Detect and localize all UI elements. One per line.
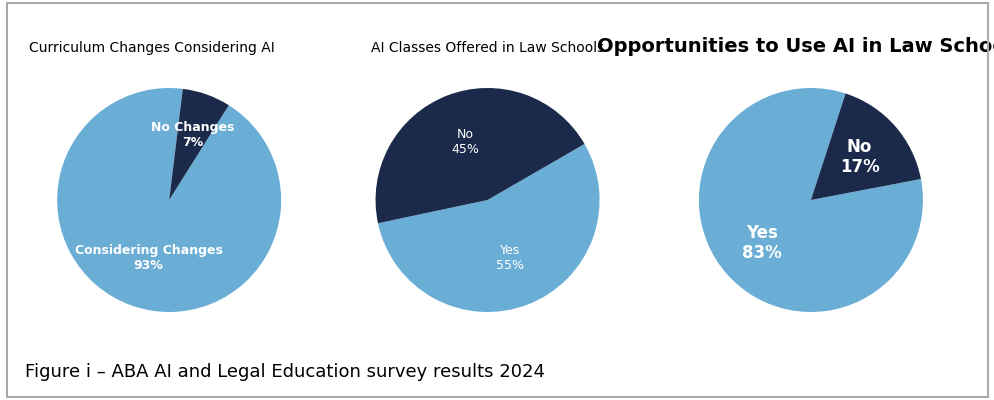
Text: Curriculum Changes Considering AI: Curriculum Changes Considering AI bbox=[29, 41, 274, 55]
Text: Figure i – ABA AI and Legal Education survey results 2024: Figure i – ABA AI and Legal Education su… bbox=[25, 363, 545, 381]
Wedge shape bbox=[57, 88, 281, 312]
Text: No Changes
7%: No Changes 7% bbox=[151, 120, 234, 148]
Text: Considering Changes
93%: Considering Changes 93% bbox=[75, 244, 223, 272]
Wedge shape bbox=[698, 88, 922, 312]
Title: AI Classes Offered in Law Schools: AI Classes Offered in Law Schools bbox=[371, 41, 603, 55]
Text: No
17%: No 17% bbox=[839, 138, 879, 176]
Title: Opportunities to Use AI in Law Schools: Opportunities to Use AI in Law Schools bbox=[596, 37, 994, 56]
Text: No
45%: No 45% bbox=[451, 128, 479, 156]
Wedge shape bbox=[375, 88, 583, 223]
Wedge shape bbox=[378, 144, 599, 312]
Text: Yes
83%: Yes 83% bbox=[742, 224, 781, 262]
Text: Yes
55%: Yes 55% bbox=[495, 244, 523, 272]
Wedge shape bbox=[810, 94, 920, 200]
Wedge shape bbox=[169, 89, 229, 200]
